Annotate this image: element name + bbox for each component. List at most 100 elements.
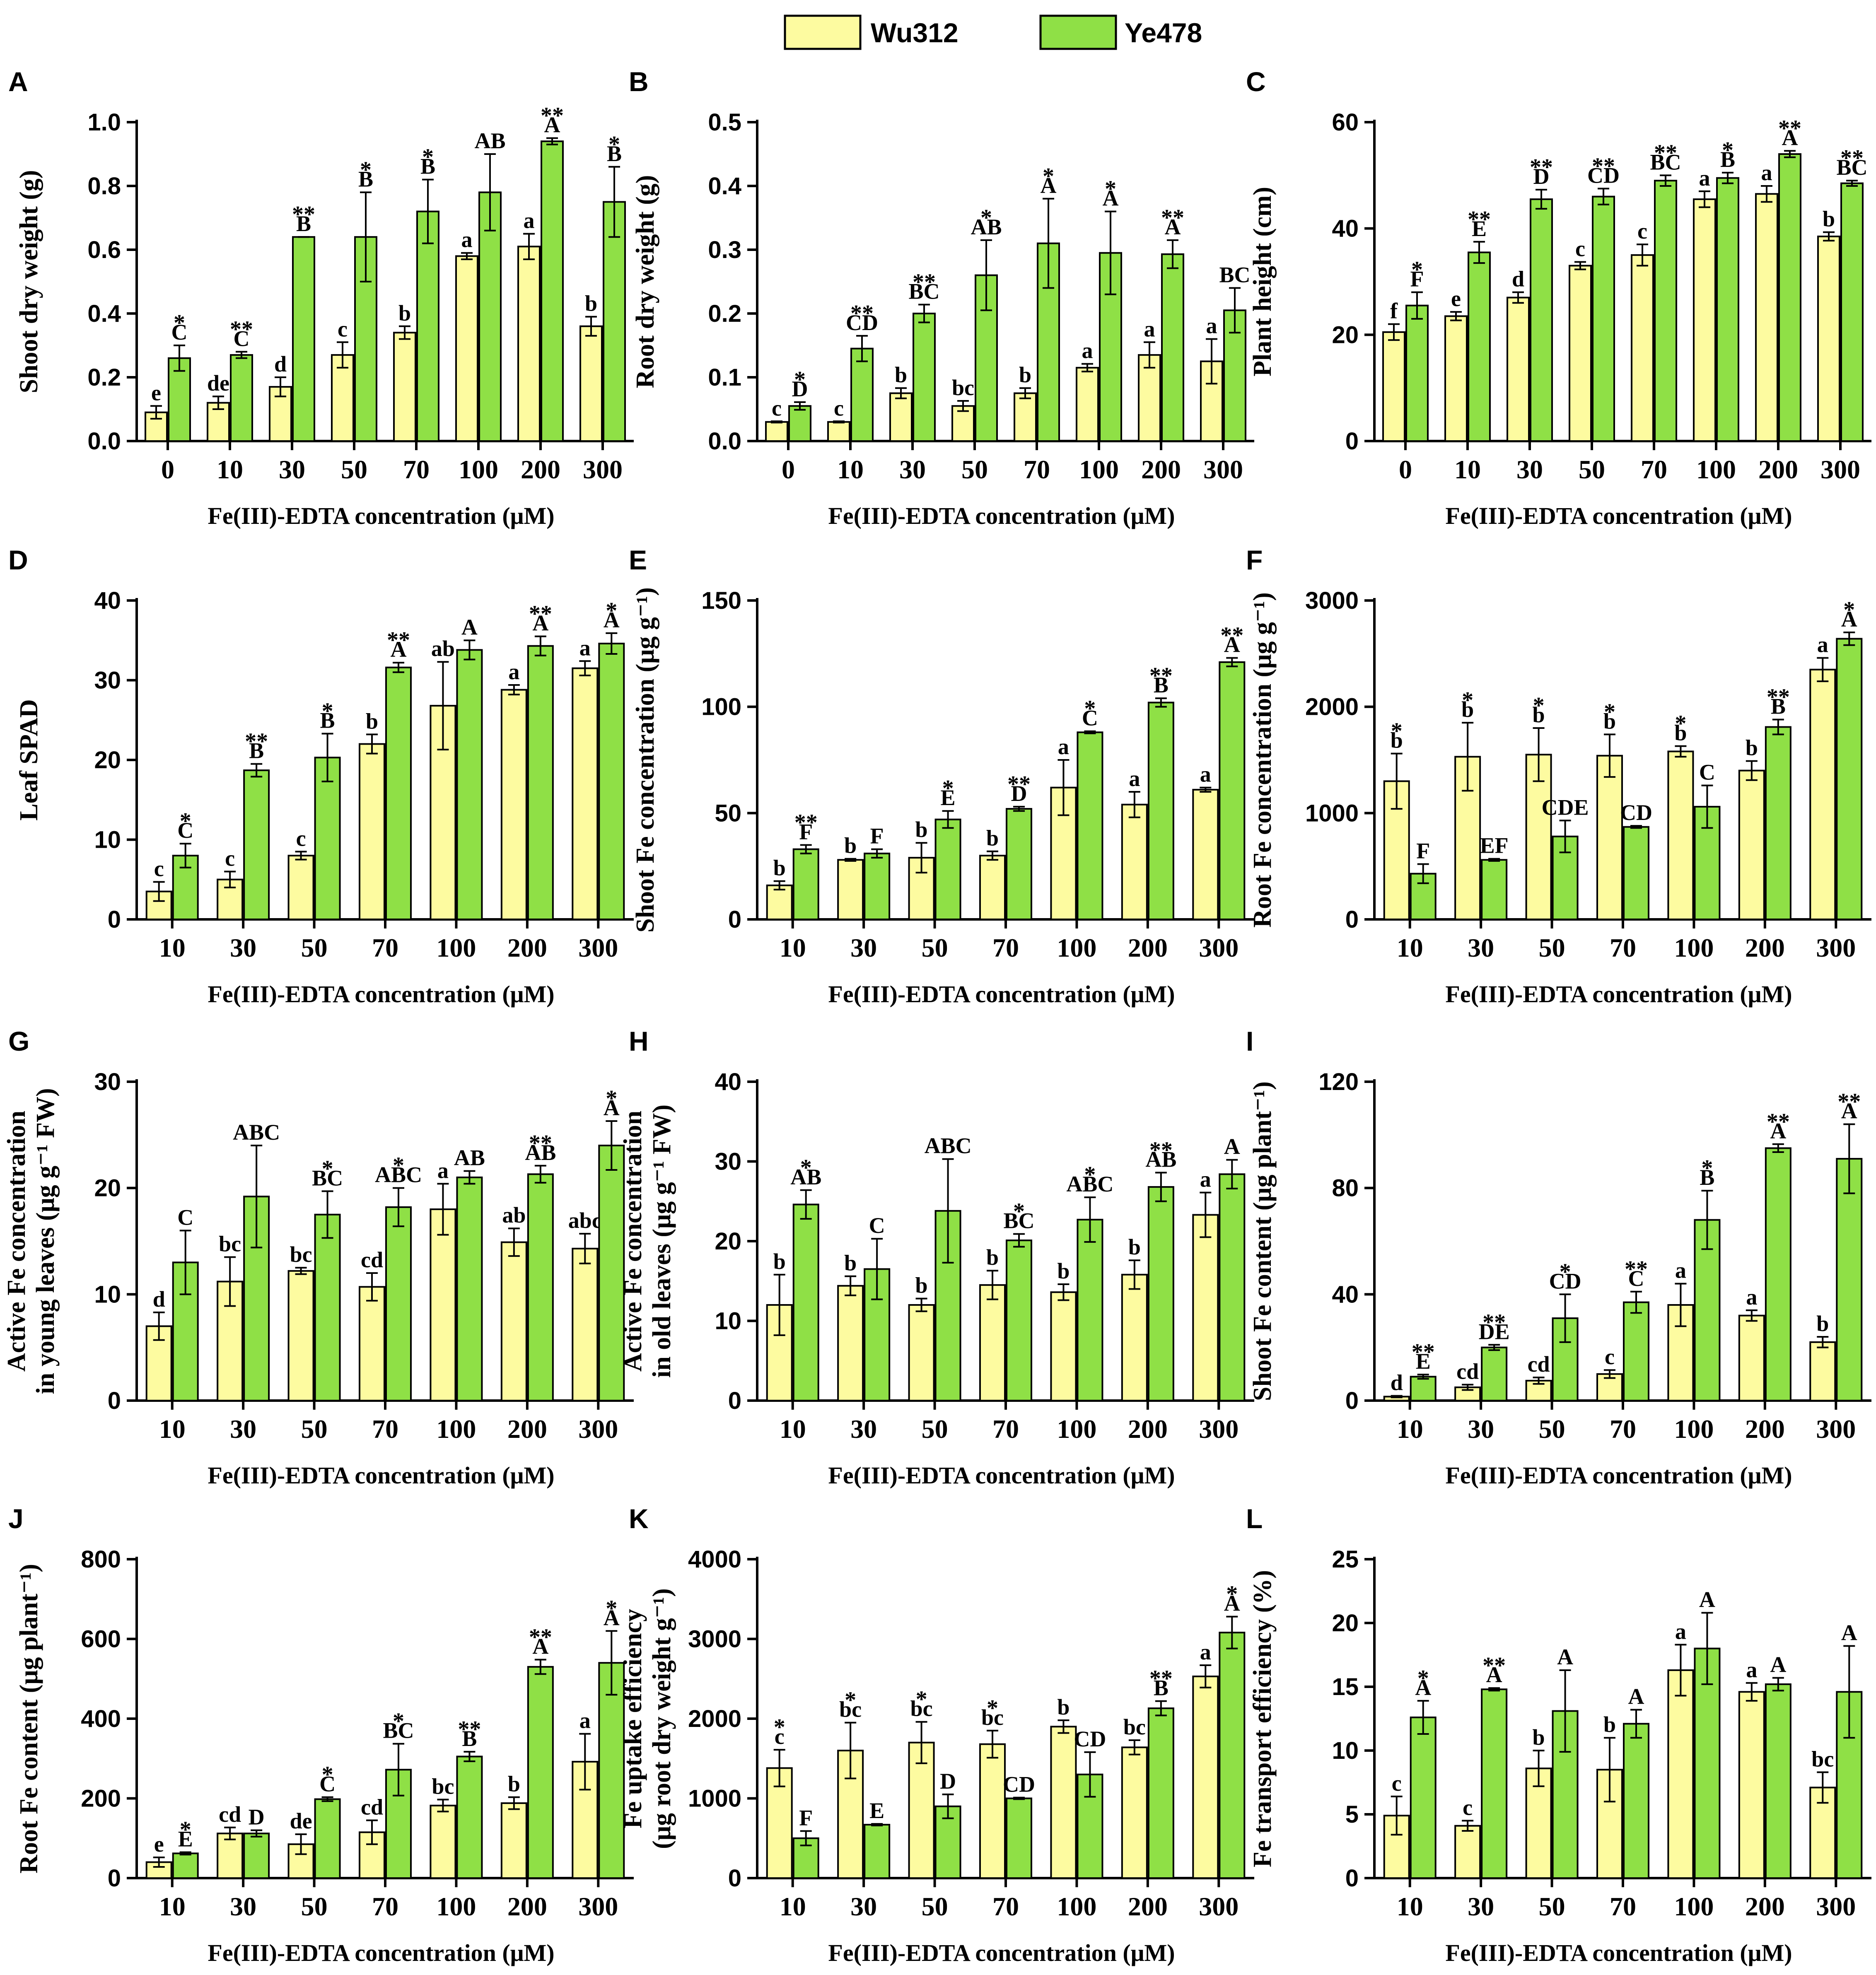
x-tick-label: 30 — [279, 455, 305, 484]
bar-wu312 — [765, 421, 788, 442]
x-tick-label: 10 — [1397, 1892, 1423, 1921]
significance-star: ** — [1007, 772, 1031, 797]
significance-star: ** — [245, 729, 268, 755]
significance-star: ** — [1592, 153, 1615, 179]
bar-wu312 — [430, 1804, 456, 1879]
x-tick-label: 300 — [578, 1892, 618, 1921]
y-tick-label: 0 — [1345, 1865, 1359, 1892]
x-axis-label: Fe(III)-EDTA concentration (μM) — [208, 502, 554, 529]
significance-letter: D — [792, 376, 808, 401]
bar-ye478 — [243, 1833, 270, 1879]
significance-letter: c — [1605, 1344, 1615, 1369]
significance-letter: b — [1603, 709, 1616, 733]
significance-letter: BC — [1219, 262, 1250, 287]
significance-star: ** — [387, 627, 410, 653]
bar-ye478 — [1006, 1797, 1032, 1879]
y-tick-label: 4000 — [688, 1546, 741, 1573]
x-tick-label: 10 — [837, 455, 864, 484]
significance-star: * — [1043, 164, 1054, 189]
significance-star: ** — [1837, 1089, 1861, 1115]
significance-letter: c — [1637, 219, 1647, 244]
significance-star: * — [180, 808, 191, 834]
significance-letter: a — [508, 659, 519, 684]
significance-letter: b — [986, 826, 999, 851]
significance-letter: A — [604, 1095, 620, 1120]
significance-star: ** — [458, 1717, 481, 1742]
significance-letter: d — [274, 352, 287, 376]
y-axis-label: Plant height (cm) — [1248, 187, 1277, 376]
significance-letter: B — [1720, 147, 1735, 172]
bar-wu312 — [827, 421, 850, 442]
y-tick-label: 600 — [81, 1626, 121, 1653]
significance-letter: A — [1770, 1119, 1786, 1143]
y-axis-label: (μg root dry weight g⁻¹) — [648, 1588, 676, 1849]
significance-letter: bc — [839, 1697, 862, 1722]
bar-ye478 — [788, 405, 811, 442]
bar-wu312 — [393, 332, 416, 442]
bar-wu312 — [1138, 354, 1161, 442]
x-tick-label: 100 — [1696, 455, 1736, 484]
y-tick-label: 40 — [94, 587, 121, 614]
x-tick-label: 200 — [1128, 1892, 1168, 1921]
bar-wu312 — [1192, 1214, 1219, 1402]
significance-letter: b — [1533, 702, 1545, 727]
significance-star: * — [322, 698, 333, 724]
significance-letter: b — [1603, 1712, 1616, 1737]
bar-ye478 — [864, 1824, 891, 1879]
significance-star: * — [1462, 687, 1473, 713]
x-tick-label: 50 — [1539, 1414, 1565, 1444]
bar-ye478 — [416, 210, 439, 442]
panel-letter: J — [8, 1503, 24, 1534]
x-tick-label: 200 — [507, 933, 547, 962]
significance-letter: a — [579, 1708, 591, 1733]
y-tick-label: 20 — [94, 747, 121, 774]
bar-wu312 — [217, 1833, 244, 1879]
significance-star: * — [322, 1762, 333, 1788]
x-tick-label: 70 — [403, 455, 430, 484]
bar-wu312 — [1809, 1341, 1836, 1401]
significance-star: * — [1411, 257, 1423, 283]
y-axis-label: Leaf SPAD — [15, 699, 43, 820]
y-tick-label: 0 — [728, 1387, 741, 1414]
y-tick-label: 2000 — [688, 1705, 741, 1732]
significance-star: * — [1675, 711, 1686, 737]
panel-b: B 0.0 0.1 0.2 0.3 0.4 0.5 Root dry weight (g) 0 c… — [629, 66, 1254, 529]
x-tick-label: 300 — [578, 933, 618, 962]
x-tick-label: 300 — [583, 455, 623, 484]
significance-star: * — [1105, 176, 1116, 202]
bar-wu312 — [331, 354, 354, 442]
significance-star: * — [1226, 1582, 1238, 1607]
bar-ye478 — [1530, 198, 1553, 442]
significance-letter: A — [532, 1634, 548, 1659]
x-tick-label: 30 — [1468, 1892, 1494, 1921]
bar-ye478 — [850, 347, 874, 442]
significance-star: ** — [529, 601, 552, 627]
significance-letter: a — [1761, 160, 1772, 185]
x-tick-label: 70 — [372, 1892, 398, 1921]
x-tick-label: 30 — [1468, 933, 1494, 962]
y-tick-label: 0.2 — [87, 364, 121, 391]
y-tick-label: 0.2 — [708, 300, 741, 327]
legend-swatch-ye478 — [1039, 14, 1117, 50]
panel-l: L 0 5 10 15 20 25 Fe transport efficiency (%) 10… — [1246, 1503, 1871, 1966]
significance-letter: A — [461, 615, 478, 639]
significance-letter: bc — [290, 1242, 312, 1267]
bar-ye478 — [913, 313, 936, 442]
significance-letter: a — [524, 208, 535, 233]
significance-star: * — [422, 145, 434, 170]
bar-wu312 — [1192, 1675, 1219, 1879]
significance-letter: b — [1461, 697, 1474, 722]
y-axis-label: Active Fe concentration — [2, 1111, 31, 1372]
bar-wu312 — [1809, 668, 1836, 921]
significance-letter: cd — [361, 1247, 383, 1272]
y-tick-label: 0.4 — [708, 173, 741, 200]
significance-letter: b — [1391, 728, 1403, 753]
significance-star: ** — [913, 269, 936, 295]
significance-letter: b — [844, 833, 857, 858]
significance-star: ** — [1530, 154, 1553, 180]
bar-wu312 — [1693, 198, 1716, 442]
significance-letter: A — [1103, 186, 1119, 211]
y-tick-label: 200 — [81, 1785, 121, 1812]
significance-star: ** — [1482, 1653, 1506, 1678]
x-tick-label: 300 — [578, 1414, 618, 1444]
